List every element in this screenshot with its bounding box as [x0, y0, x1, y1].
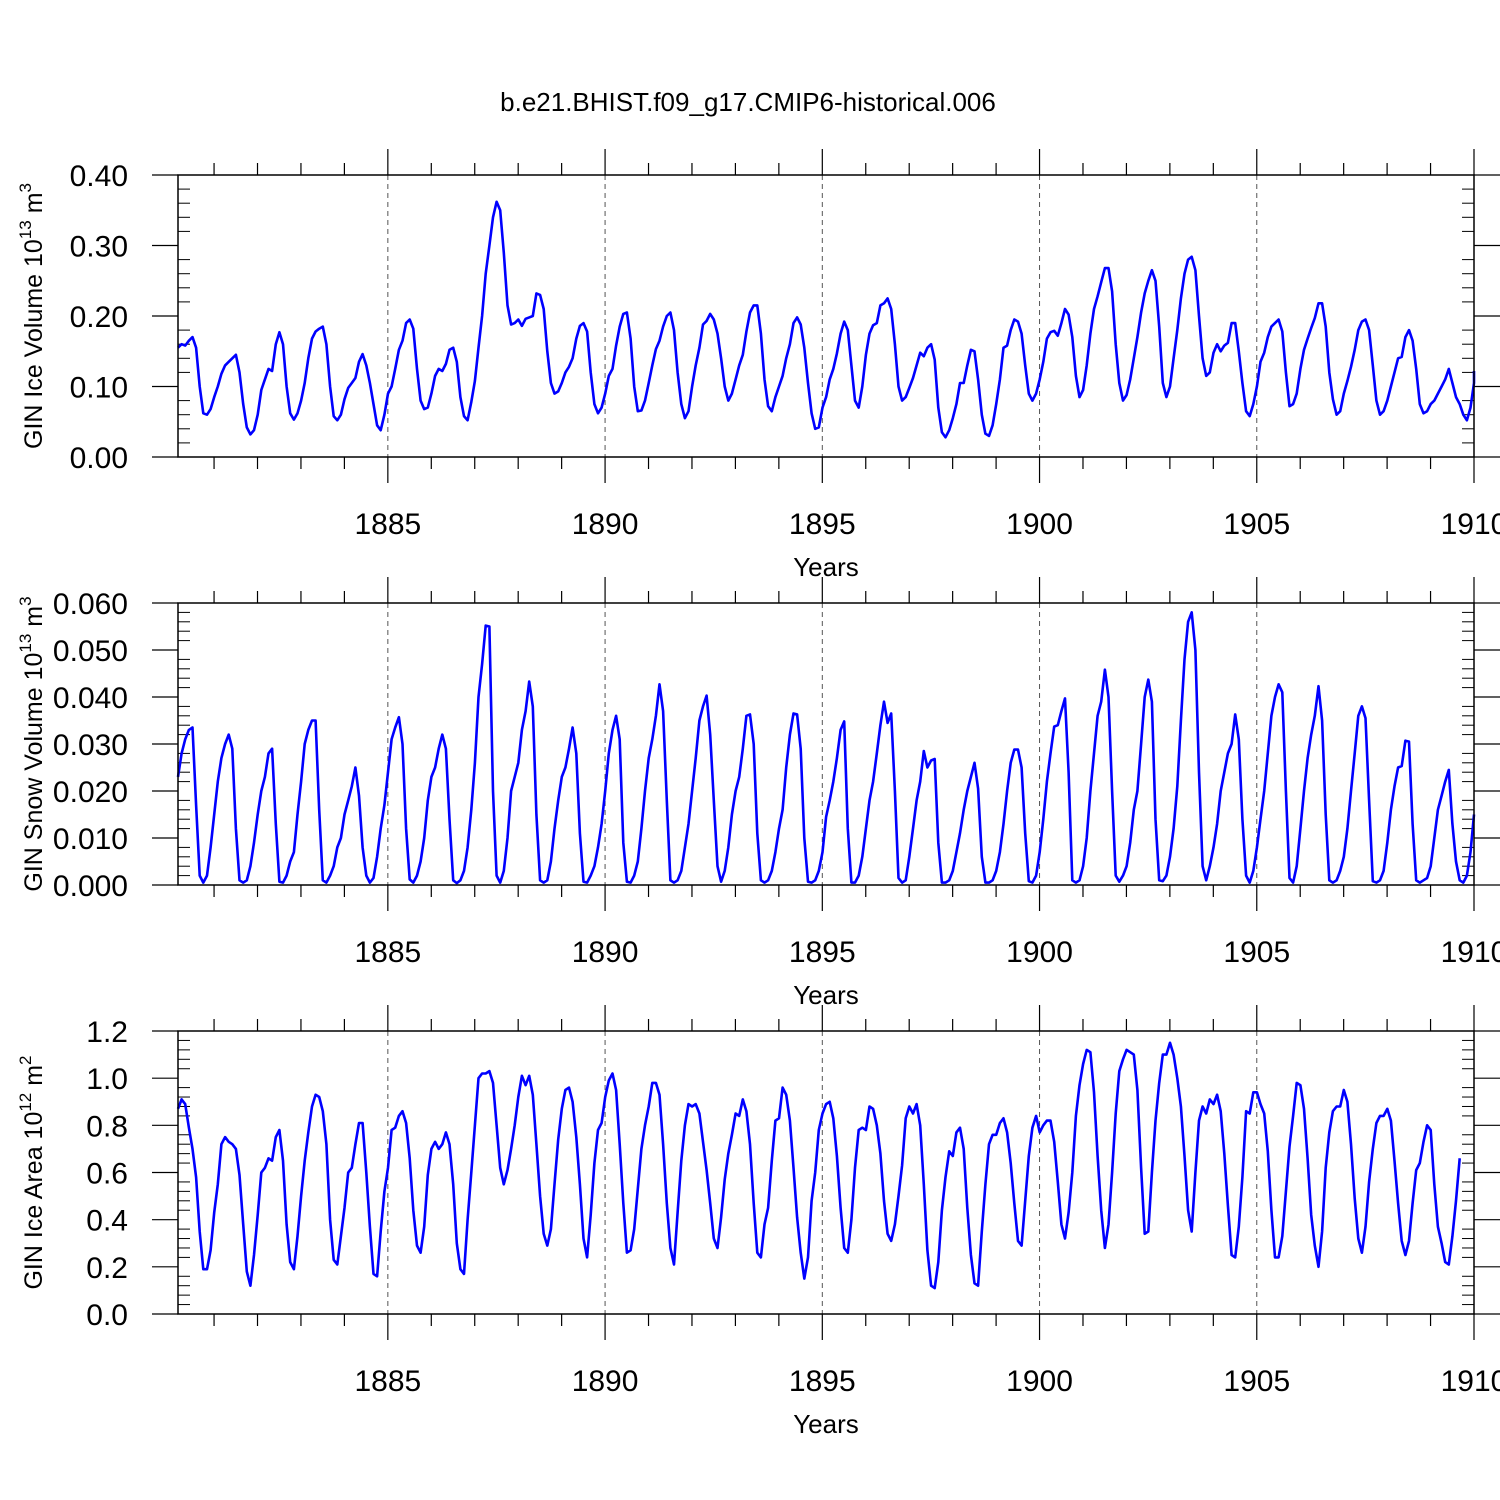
ytick-label: 1.0: [86, 1063, 128, 1096]
ytick-label: 0.020: [53, 776, 128, 809]
series-line-ice-area: [176, 1041, 1461, 1290]
ytick-label: 0.10: [70, 372, 128, 405]
y-axis-label: GIN Snow Volume 1013 m3: [16, 596, 48, 891]
xtick-label: 1905: [1223, 508, 1290, 541]
figure-title: b.e21.BHIST.f09_g17.CMIP6-historical.006: [500, 87, 996, 117]
xtick-label: 1900: [1006, 1365, 1073, 1398]
xtick-label: 1890: [572, 1365, 639, 1398]
plot-frame: [177, 174, 1475, 458]
ytick-label: 0.030: [53, 729, 128, 762]
xtick-label: 1910: [1441, 1365, 1500, 1398]
xtick-label: 1895: [789, 936, 856, 969]
xtick-label: 1890: [572, 508, 639, 541]
ytick-label: 0.050: [53, 635, 128, 668]
y-axis-label: GIN Ice Volume 1013 m3: [16, 183, 48, 449]
panel-snow-volume: 0.000 0.010 0.020 0.030 0.040 0.050 0.060 1885 1…: [16, 577, 1500, 1010]
ytick-label: 0.4: [86, 1205, 128, 1238]
ytick-label: 0.000: [53, 870, 128, 903]
ytick-label: 1.2: [86, 1016, 128, 1049]
xtick-label: 1905: [1223, 1365, 1290, 1398]
ytick-label: 0.00: [70, 442, 128, 475]
ytick-label: 0.40: [70, 160, 128, 193]
series-line-ice-volume: [177, 200, 1476, 439]
xtick-label: 1900: [1006, 508, 1073, 541]
x-axis-label: Years: [793, 1409, 859, 1439]
xtick-label: 1885: [354, 936, 421, 969]
xtick-label: 1895: [789, 508, 856, 541]
xtick-label: 1890: [572, 936, 639, 969]
xtick-label: 1910: [1441, 508, 1500, 541]
x-axis-label: Years: [793, 980, 859, 1010]
panel-ice-volume: 0.00 0.10 0.20 0.30 0.40 1885 1890 1895 1900 1905…: [16, 149, 1500, 582]
y-axis-label: GIN Ice Area 1012 m2: [16, 1055, 48, 1289]
ytick-label: 0.0: [86, 1299, 128, 1332]
plot-frame: [177, 1030, 1475, 1315]
series-line-snow-volume: [176, 611, 1476, 885]
plot-frame: [177, 602, 1475, 886]
xtick-label: 1910: [1441, 936, 1500, 969]
ytick-label: 0.060: [53, 588, 128, 621]
ytick-label: 0.8: [86, 1110, 128, 1143]
x-axis-label: Years: [793, 552, 859, 582]
ytick-label: 0.20: [70, 301, 128, 334]
ytick-label: 0.30: [70, 231, 128, 264]
xtick-label: 1900: [1006, 936, 1073, 969]
ytick-label: 0.040: [53, 682, 128, 715]
ytick-label: 0.2: [86, 1252, 128, 1285]
panel-ice-area: 0.0 0.2 0.4 0.6 0.8 1.0 1.2 1885 1890 1895 1900 190…: [16, 1005, 1500, 1439]
xtick-label: 1895: [789, 1365, 856, 1398]
ytick-label: 0.6: [86, 1158, 128, 1191]
xtick-label: 1905: [1223, 936, 1290, 969]
ytick-label: 0.010: [53, 823, 128, 856]
xtick-label: 1885: [354, 508, 421, 541]
xtick-label: 1885: [354, 1365, 421, 1398]
